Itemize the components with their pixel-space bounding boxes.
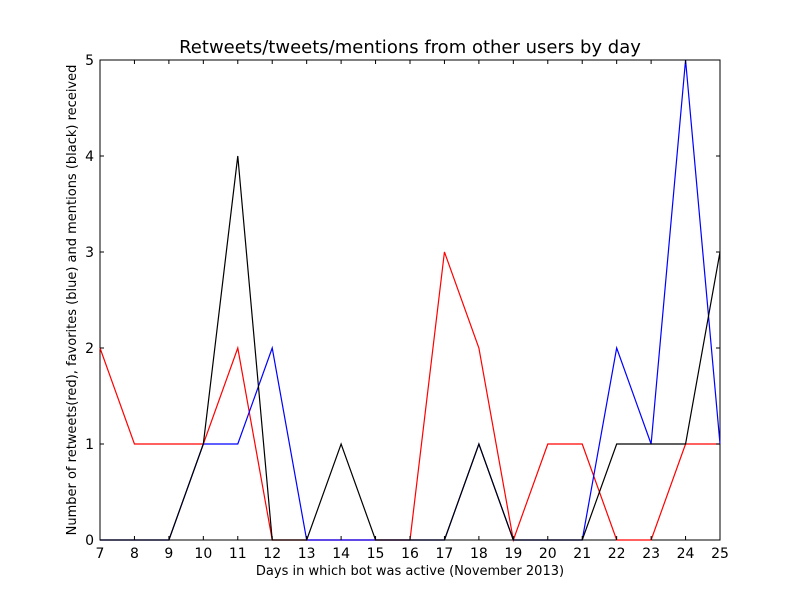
x-axis-label: Days in which bot was active (November 2… <box>256 564 564 579</box>
x-tick-label: 16 <box>401 546 419 562</box>
y-axis-label: Number of retweets(red), favorites (blue… <box>65 65 80 536</box>
x-tick-label: 17 <box>436 546 454 562</box>
x-tick-label: 22 <box>608 546 626 562</box>
x-tick-label: 12 <box>263 546 281 562</box>
x-tick-label: 24 <box>677 546 695 562</box>
x-tick-label: 25 <box>711 546 729 562</box>
series-line-0 <box>99 251 720 543</box>
x-tick-label: 19 <box>504 546 522 562</box>
x-tick-label: 10 <box>194 546 212 562</box>
x-tick-label: 7 <box>96 546 105 562</box>
series-layer <box>99 59 721 543</box>
y-tick-label: 4 <box>85 149 94 165</box>
x-tick-label: 9 <box>164 546 173 562</box>
plot-frame <box>99 59 721 541</box>
y-tick-label: 3 <box>85 245 94 261</box>
y-tick-label: 2 <box>85 341 94 357</box>
x-tick-label: 13 <box>298 546 316 562</box>
y-tick-label: 1 <box>85 437 94 453</box>
chart-title: Retweets/tweets/mentions from other user… <box>179 37 641 58</box>
y-tick-label: 5 <box>85 53 94 69</box>
series-line-2 <box>100 155 721 541</box>
y-tick-labels: 0 1 2 3 4 5 <box>85 53 94 549</box>
x-tick-labels: 7 8 9 10 11 12 13 14 15 16 17 18 19 20 21 22 23 24 25 <box>96 546 729 562</box>
plot-area <box>99 59 721 543</box>
x-tick-label: 11 <box>229 546 247 562</box>
y-tick-label: 0 <box>85 533 94 549</box>
x-tick-label: 14 <box>332 546 350 562</box>
x-tick-label: 18 <box>470 546 488 562</box>
x-tick-label: 8 <box>130 546 139 562</box>
x-tick-label: 20 <box>539 546 557 562</box>
tick-layer <box>99 59 721 541</box>
series-line-1 <box>100 59 721 541</box>
x-tick-label: 21 <box>573 546 591 562</box>
x-tick-label: 15 <box>367 546 385 562</box>
x-tick-label: 23 <box>642 546 660 562</box>
